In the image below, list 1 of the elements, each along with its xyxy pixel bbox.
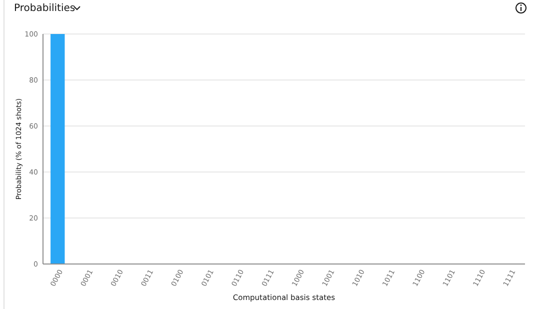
chart-title: Probabilities [14,3,76,14]
